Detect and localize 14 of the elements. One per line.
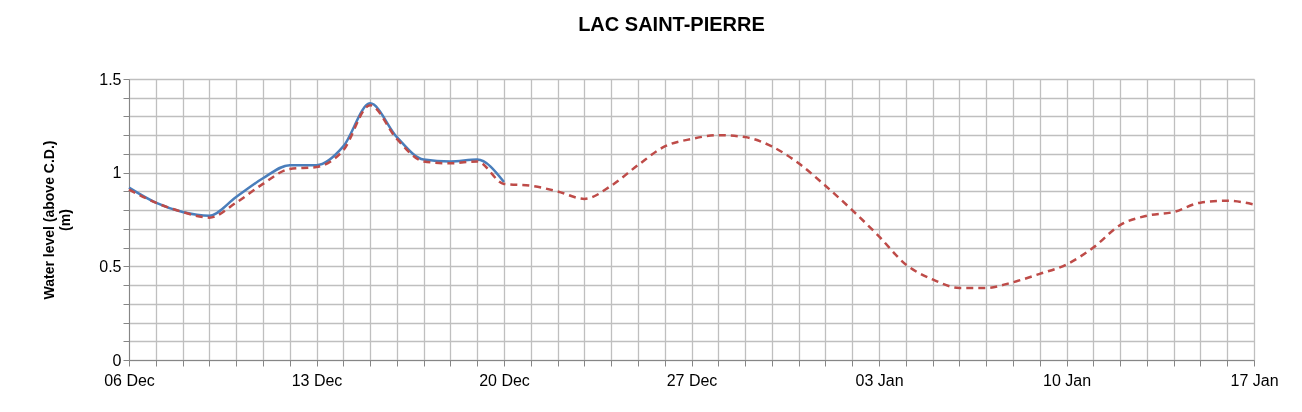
y-tick-label: 1 [112, 164, 122, 182]
x-tick-label: 13 Dec [291, 371, 343, 389]
y-tick-label: 0 [112, 351, 122, 369]
x-tick-label: 03 Jan [855, 371, 904, 389]
y-tick-label: 0.5 [99, 257, 122, 275]
chart-title: LAC SAINT-PIERRE [578, 13, 765, 35]
x-tick-label: 20 Dec [479, 371, 530, 389]
x-tick-label: 27 Dec [666, 371, 718, 389]
x-tick-label: 17 Jan [1230, 371, 1279, 389]
x-tick-label: 10 Jan [1042, 371, 1092, 389]
y-tick-label: 1.5 [99, 70, 122, 88]
y-axis-title: Water level (above C.D.) (m) [41, 140, 74, 300]
x-tick-label: 06 Dec [104, 371, 155, 389]
line-series [127, 103, 1256, 290]
